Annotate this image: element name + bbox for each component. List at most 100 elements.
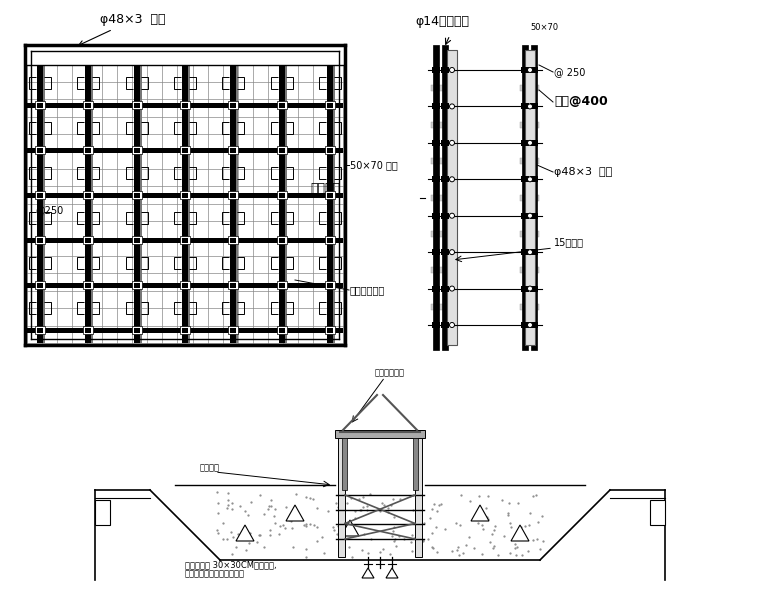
Bar [530, 322, 538, 328]
Bar [37, 58, 43, 62]
Bar [180, 146, 190, 154]
Circle shape [449, 104, 454, 109]
Bar [84, 326, 93, 334]
Bar [277, 191, 287, 199]
Bar [431, 122, 450, 128]
Bar [521, 249, 529, 255]
Circle shape [527, 67, 533, 73]
Bar [27, 103, 343, 107]
Bar [520, 194, 539, 200]
Bar [325, 101, 335, 109]
Bar [521, 103, 529, 109]
Bar [228, 146, 239, 154]
Bar [530, 176, 538, 182]
Bar [230, 47, 236, 343]
Bar [180, 281, 190, 289]
Bar [228, 281, 239, 289]
Bar [228, 56, 239, 64]
Bar [342, 438, 347, 490]
Bar [447, 50, 457, 345]
Bar [531, 45, 537, 350]
Bar [432, 213, 440, 219]
Bar [228, 101, 239, 109]
Bar [520, 122, 539, 128]
Bar [35, 191, 45, 199]
Bar [134, 103, 140, 107]
Bar [37, 148, 43, 152]
Text: @ 250: @ 250 [554, 67, 585, 77]
Bar [530, 249, 538, 255]
Bar [230, 328, 236, 332]
Bar [180, 326, 190, 334]
Text: 50×70: 50×70 [530, 23, 558, 32]
Text: 土层支持: 土层支持 [200, 463, 220, 472]
Bar [37, 193, 43, 197]
Bar [433, 45, 439, 350]
Bar [25, 45, 345, 345]
Bar [131, 191, 141, 199]
Bar [85, 238, 91, 242]
Bar [530, 103, 538, 109]
Bar [441, 213, 449, 219]
Bar [279, 193, 285, 197]
Bar [432, 322, 440, 328]
Bar [43, 47, 45, 343]
Bar [85, 148, 91, 152]
Bar [520, 304, 539, 310]
Bar [441, 249, 449, 255]
Circle shape [449, 213, 454, 218]
Circle shape [527, 140, 533, 145]
Bar [180, 191, 190, 199]
Bar [521, 67, 529, 73]
Bar [180, 101, 190, 109]
Bar [131, 326, 141, 334]
Bar [37, 103, 43, 107]
Circle shape [527, 104, 533, 109]
Circle shape [449, 250, 454, 254]
Bar [325, 191, 335, 199]
Bar [230, 148, 236, 152]
Bar [277, 101, 287, 109]
Bar [279, 238, 285, 242]
Bar [279, 328, 285, 332]
Bar [182, 58, 188, 62]
Polygon shape [386, 568, 398, 578]
Polygon shape [341, 520, 359, 536]
Bar [180, 56, 190, 64]
Bar [413, 438, 418, 490]
Bar [84, 101, 93, 109]
Bar [35, 326, 45, 334]
Bar [441, 103, 449, 109]
Bar [27, 238, 343, 242]
Bar [182, 103, 188, 107]
Circle shape [449, 140, 454, 145]
Bar [277, 146, 287, 154]
Bar [520, 85, 539, 91]
Bar [27, 328, 343, 332]
Text: 盘口钢管管息: 盘口钢管管息 [375, 368, 405, 377]
Bar [37, 238, 43, 242]
Bar [26, 47, 344, 65]
Bar [134, 148, 140, 152]
Bar [325, 56, 335, 64]
Bar [134, 283, 140, 287]
Bar [521, 213, 529, 219]
Bar [521, 176, 529, 182]
Bar [431, 194, 450, 200]
Circle shape [449, 323, 454, 328]
Bar [85, 58, 91, 62]
Bar [35, 146, 45, 154]
Bar [431, 268, 450, 274]
Bar [180, 236, 190, 244]
Bar [182, 283, 188, 287]
Bar [525, 50, 535, 345]
Text: 15厚模板: 15厚模板 [554, 237, 584, 247]
Bar [279, 103, 285, 107]
Bar [520, 268, 539, 274]
Bar [230, 58, 236, 62]
Bar [431, 304, 450, 310]
Bar [182, 238, 188, 242]
Bar [230, 283, 236, 287]
Bar [327, 193, 333, 197]
Bar [182, 148, 188, 152]
